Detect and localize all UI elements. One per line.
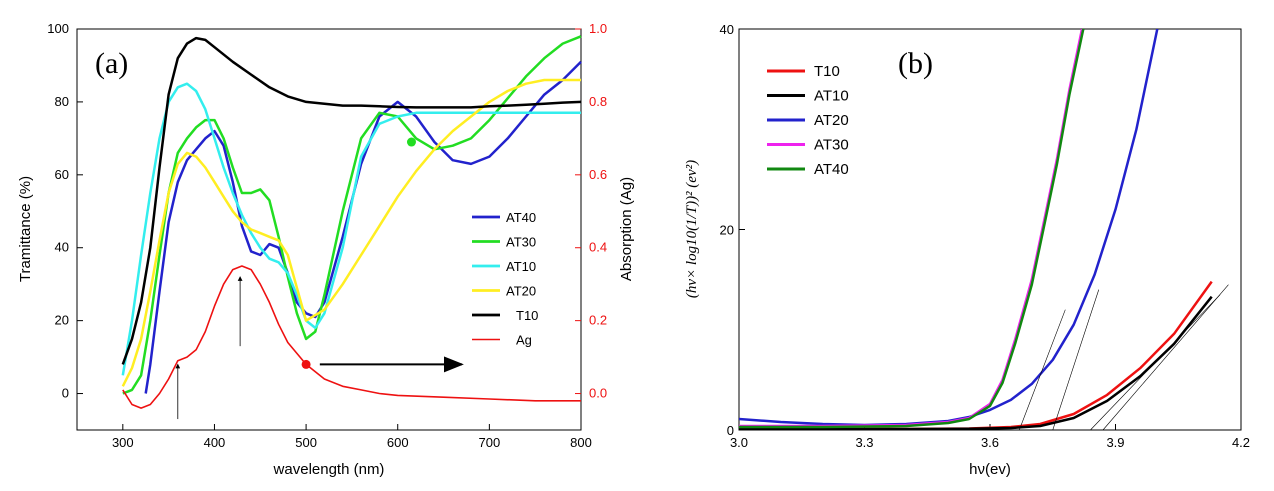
tangent-line [1090, 294, 1221, 431]
panel-b-y-tick: 40 [720, 22, 734, 37]
panel-b-x-tick: 3.9 [1106, 435, 1124, 450]
panel-b-x-tick: 4.2 [1232, 435, 1250, 450]
series-line-ag [122, 265, 581, 409]
panel-a-label: (a) [95, 47, 128, 80]
panel-a-y-tick: 0 [62, 386, 69, 401]
series-line-at40 [144, 60, 582, 394]
panel-a-y2-tick: 0.6 [589, 167, 607, 182]
panel-b-y-tick: 20 [720, 223, 734, 238]
legend-b-label-at40: AT40 [814, 161, 849, 178]
legend-label-t10: T10 [516, 308, 538, 323]
legend-b-label-at30: AT30 [814, 137, 849, 154]
legend-b-label-at10: AT10 [814, 88, 849, 105]
tangent-line [1052, 289, 1100, 431]
series-line-b-t10 [739, 280, 1213, 430]
panel-a-y-tick: 60 [55, 167, 69, 182]
series-line-b-at40 [739, 29, 1085, 429]
legend-label-ag: Ag [516, 333, 532, 348]
panel-a-y-tick: 40 [55, 240, 69, 255]
panel-a-y2-label: Absorption (Ag) [618, 177, 635, 281]
panel-b-y-tick: 0 [727, 423, 734, 438]
panel-a-x-tick: 600 [387, 435, 409, 450]
marker-dot [406, 137, 416, 147]
panel-a-frame [76, 28, 582, 431]
legend-label-at20: AT20 [506, 284, 536, 299]
panel-b-x-tick: 3.3 [855, 435, 873, 450]
panel-b-x-label: hν(ev) [969, 461, 1011, 478]
panel-a-y2-tick: 1.0 [589, 21, 607, 36]
panel-a-x-tick: 500 [295, 435, 317, 450]
panel-a-x-label: wavelength (nm) [273, 461, 385, 478]
tangent-line [1102, 284, 1229, 431]
panel-a-y-label: Tramittance (%) [17, 176, 34, 282]
legend-label-at10: AT10 [506, 259, 536, 274]
panel-a-y2-tick: 0.0 [589, 386, 607, 401]
panel-a-y2-tick: 0.8 [589, 94, 607, 109]
series-line-b-at20 [739, 29, 1159, 427]
panel-b-y-label: (hν× log10(1/T))² (ev²) [684, 160, 700, 298]
series-line-at10 [121, 82, 581, 376]
legend-b-label-at20: AT20 [814, 112, 849, 129]
legend-label-at40: AT40 [506, 210, 536, 225]
panel-a-y2-tick: 0.4 [589, 240, 607, 255]
series-line-at20 [121, 78, 581, 387]
panel-a-y-tick: 80 [55, 94, 69, 109]
panel-b-label: (b) [898, 47, 933, 80]
panel-a-x-tick: 700 [479, 435, 501, 450]
tangent-line [1019, 309, 1066, 431]
panel-b-x-tick: 3.0 [730, 435, 748, 450]
series-line-b-at10 [739, 295, 1213, 430]
panel-b-x-tick: 3.6 [981, 435, 999, 450]
legend-label-at30: AT30 [506, 235, 536, 250]
panel-a-x-tick: 400 [204, 435, 226, 450]
panel-a-y-tick: 100 [47, 21, 69, 36]
panel-a-x-tick: 800 [570, 435, 592, 450]
panel-a-y-tick: 20 [55, 313, 69, 328]
legend-b-label-t10: T10 [814, 63, 840, 80]
panel-b-plot-area [739, 29, 1213, 430]
series-line-b-at30 [739, 29, 1084, 428]
series-line-t10 [121, 36, 582, 365]
marker-dot [301, 359, 311, 369]
series-line-at30 [122, 35, 582, 395]
panel-a-y2-tick: 0.2 [589, 313, 607, 328]
panel-a-x-tick: 300 [112, 435, 134, 450]
